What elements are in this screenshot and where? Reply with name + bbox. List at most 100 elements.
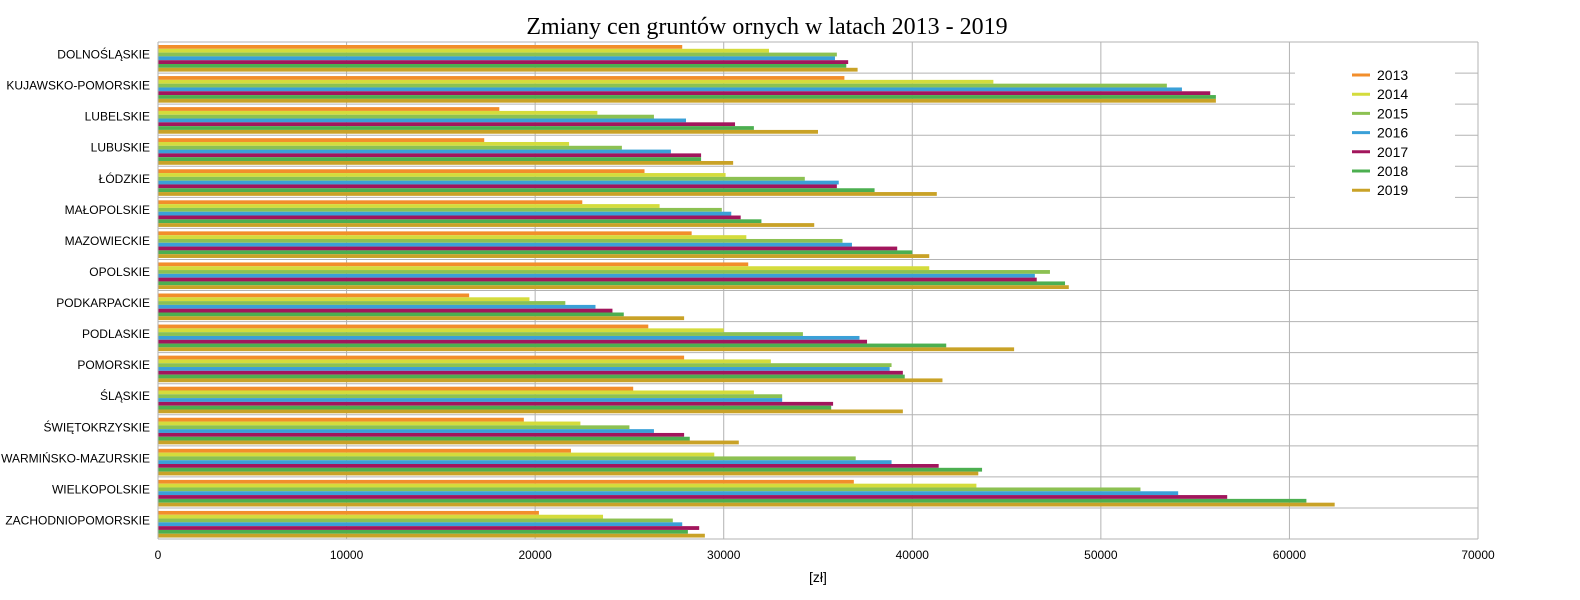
bar xyxy=(158,95,1216,99)
bar xyxy=(158,304,596,309)
legend-label: 2017 xyxy=(1377,144,1408,160)
bar xyxy=(158,180,839,185)
bar xyxy=(158,467,983,472)
bar xyxy=(158,79,994,84)
bar xyxy=(158,285,1069,290)
bar xyxy=(158,211,732,216)
bar xyxy=(158,207,722,212)
category-label: PODLASKIE xyxy=(82,327,150,341)
category-label: WIELKOPOLSKIE xyxy=(52,482,150,496)
category-label: MAŁOPOLSKIE xyxy=(65,203,150,217)
bar xyxy=(158,64,847,68)
bar xyxy=(158,312,624,317)
bar xyxy=(158,510,539,515)
bar xyxy=(158,448,571,453)
bar xyxy=(158,126,754,130)
category-label: DOLNOŚLĄSKIE xyxy=(57,47,150,62)
category-labels: DOLNOŚLĄSKIE KUJAWSKO-POMORSKIE LUBELSKIE L… xyxy=(1,47,150,528)
bar xyxy=(158,464,939,468)
bar xyxy=(158,456,856,461)
bar xyxy=(158,149,671,154)
legend-label: 2019 xyxy=(1377,182,1408,198)
bar xyxy=(158,378,943,383)
bar xyxy=(158,316,685,321)
bar xyxy=(158,200,583,205)
bar xyxy=(158,293,470,298)
x-tick-label: 50000 xyxy=(1084,548,1118,562)
x-tick-label: 30000 xyxy=(707,548,741,562)
category-label: KUJAWSKO-POMORSKIE xyxy=(6,79,150,93)
bar xyxy=(158,367,890,371)
bar xyxy=(158,238,843,243)
bar xyxy=(158,141,570,146)
bar xyxy=(158,169,645,174)
bar xyxy=(158,328,724,333)
bar xyxy=(158,281,1066,286)
bar xyxy=(158,204,660,208)
bar xyxy=(158,270,1050,274)
bar xyxy=(158,219,762,224)
bar xyxy=(158,332,803,336)
legend-background xyxy=(1295,55,1455,205)
bar xyxy=(158,522,683,527)
bar xyxy=(158,529,688,534)
category-label: OPOLSKIE xyxy=(89,265,150,279)
bar xyxy=(158,436,690,441)
bar xyxy=(158,242,852,247)
bar xyxy=(158,355,685,360)
legend-label: 2015 xyxy=(1377,105,1408,121)
bar xyxy=(158,324,649,329)
bar xyxy=(158,114,654,119)
bar xyxy=(158,157,702,161)
bar xyxy=(158,339,868,344)
bar xyxy=(158,398,783,402)
x-tick-label: 40000 xyxy=(896,548,930,562)
bar xyxy=(158,301,566,305)
bar xyxy=(158,417,524,422)
category-label: PODKARPACKIE xyxy=(56,296,150,310)
bar xyxy=(158,533,705,538)
bar xyxy=(158,176,805,181)
bar xyxy=(158,231,692,236)
bar xyxy=(158,145,622,150)
category-label: ŚWIĘTOKRZYSKIE xyxy=(44,419,150,434)
x-axis-title: [zł] xyxy=(809,569,827,585)
bar xyxy=(158,254,930,258)
bar xyxy=(158,308,613,313)
bar xyxy=(158,138,485,142)
category-label: ZACHODNIOPOMORSKIE xyxy=(5,513,150,527)
bar xyxy=(158,223,815,227)
bar xyxy=(158,374,905,379)
legend-label: 2016 xyxy=(1377,125,1408,141)
bar xyxy=(158,67,858,72)
bar xyxy=(158,347,1015,352)
bar xyxy=(158,440,739,445)
bar xyxy=(158,409,903,414)
bar xyxy=(158,52,837,57)
bar xyxy=(158,60,849,64)
bar xyxy=(158,421,581,426)
bar xyxy=(158,48,769,53)
bar xyxy=(158,491,1179,496)
bar xyxy=(158,250,913,255)
bar xyxy=(158,56,835,61)
category-label: MAZOWIECKIE xyxy=(65,234,150,248)
bar xyxy=(158,262,749,267)
bar xyxy=(158,98,1216,103)
bar xyxy=(158,87,1182,92)
bar xyxy=(158,188,875,193)
bar xyxy=(158,246,898,251)
bar xyxy=(158,452,715,457)
bar xyxy=(158,526,700,530)
bar xyxy=(158,277,1037,282)
bar xyxy=(158,122,736,127)
bar xyxy=(158,45,683,49)
category-label: POMORSKIE xyxy=(77,358,150,372)
bar xyxy=(158,498,1307,503)
bar xyxy=(158,297,530,302)
x-tick-label: 60000 xyxy=(1273,548,1307,562)
bar xyxy=(158,173,726,177)
category-label: WARMIŃSKO-MAZURSKIE xyxy=(1,450,150,465)
bar xyxy=(158,405,832,410)
bar xyxy=(158,487,1141,492)
